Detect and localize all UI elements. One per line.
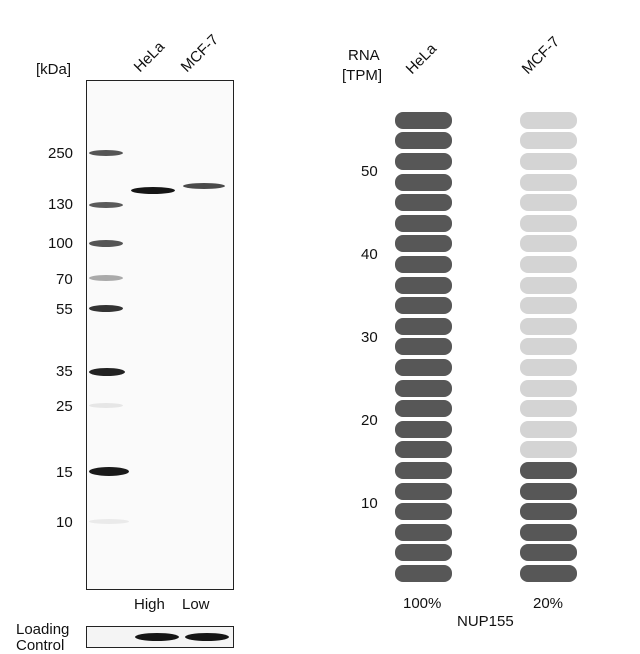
rna-tick-label: 20: [361, 412, 378, 429]
rna-segment-mcf7: [520, 565, 577, 582]
rna-segment-hela: [395, 276, 452, 294]
rna-tick-label: 40: [361, 246, 378, 263]
marker-label: 35: [56, 363, 73, 380]
marker-label: 15: [56, 464, 73, 481]
rna-segment-hela: [395, 565, 452, 582]
expression-label-low: Low: [182, 596, 210, 613]
rna-tick-label: 50: [361, 163, 378, 180]
loading-band: [185, 633, 229, 641]
rna-segment-mcf7: [520, 235, 577, 253]
rna-segment-mcf7: [520, 214, 577, 232]
rna-segment-hela: [395, 173, 452, 191]
loading-control-image: [86, 626, 234, 648]
rna-segment-hela: [395, 111, 452, 129]
ladder-band: [89, 202, 123, 208]
protein-band-mcf7: [183, 183, 225, 189]
rna-segment-hela: [395, 338, 452, 356]
rna-segment-hela: [395, 317, 452, 335]
rna-segment-mcf7: [520, 173, 577, 191]
rna-segment-hela: [395, 359, 452, 376]
gene-name: NUP155: [457, 613, 514, 630]
ladder-band: [89, 275, 123, 281]
rna-lane-label-mcf7: MCF-7: [518, 33, 564, 78]
marker-label: 250: [48, 145, 74, 162]
marker-label: 130: [48, 196, 74, 213]
rna-segment-hela: [395, 214, 452, 232]
rna-segment-hela: [395, 544, 452, 562]
rna-segment-mcf7: [520, 276, 577, 294]
marker-label: 100: [48, 235, 74, 252]
rna-segment-mcf7: [520, 194, 577, 212]
rna-percentage-mcf7: 20%: [533, 595, 564, 612]
ladder-band: [89, 240, 123, 247]
rna-segment-mcf7: [520, 523, 577, 541]
rna-segment-hela: [395, 297, 452, 315]
marker-label: 70: [56, 271, 73, 288]
expression-label-high: High: [134, 596, 165, 613]
rna-segment-mcf7: [520, 462, 577, 479]
rna-axis-label: RNA: [348, 47, 380, 64]
rna-segment-hela: [395, 153, 452, 170]
rna-segment-mcf7: [520, 379, 577, 397]
marker-label: 55: [56, 301, 73, 318]
kda-label: [kDa]: [36, 61, 72, 78]
rna-segment-hela: [395, 420, 452, 438]
ladder-band: [89, 519, 129, 524]
rna-segment-mcf7: [520, 503, 577, 521]
protein-band-hela: [131, 187, 175, 194]
rna-segment-hela: [395, 132, 452, 150]
ladder-band: [89, 403, 123, 408]
rna-segment-hela: [395, 482, 452, 500]
rna-tick-label: 30: [361, 329, 378, 346]
rna-segment-mcf7: [520, 338, 577, 356]
marker-label: 25: [56, 398, 73, 415]
rna-segment-mcf7: [520, 297, 577, 315]
rna-segment-mcf7: [520, 256, 577, 273]
rna-segment-hela: [395, 503, 452, 521]
rna-segment-mcf7: [520, 153, 577, 170]
rna-segment-hela: [395, 462, 452, 479]
rna-segment-mcf7: [520, 317, 577, 335]
loading-control-label: Control: [16, 637, 65, 654]
rna-percentage-hela: 100%: [403, 595, 442, 612]
rna-segment-hela: [395, 400, 452, 418]
rna-segment-mcf7: [520, 359, 577, 376]
rna-segment-hela: [395, 523, 452, 541]
ladder-band: [89, 368, 125, 376]
rna-segment-mcf7: [520, 132, 577, 150]
ladder-band: [89, 305, 123, 312]
blot-lane-label-mcf7: MCF-7: [177, 31, 223, 76]
rna-segment-hela: [395, 256, 452, 273]
western-blot-image: [86, 80, 234, 590]
loading-control-label: Loading: [16, 621, 70, 638]
rna-lane-label-hela: HeLa: [402, 40, 441, 78]
rna-segment-hela: [395, 441, 452, 459]
rna-segment-mcf7: [520, 544, 577, 562]
ladder-band: [89, 467, 129, 476]
rna-segment-mcf7: [520, 482, 577, 500]
loading-band: [135, 633, 179, 641]
rna-segment-mcf7: [520, 441, 577, 459]
rna-segment-mcf7: [520, 420, 577, 438]
rna-segment-mcf7: [520, 111, 577, 129]
ladder-band: [89, 150, 123, 156]
blot-lane-label-hela: HeLa: [130, 38, 169, 76]
rna-axis-label: [TPM]: [342, 67, 382, 84]
marker-label: 10: [56, 514, 73, 531]
rna-segment-hela: [395, 194, 452, 212]
rna-segment-hela: [395, 379, 452, 397]
rna-segment-mcf7: [520, 400, 577, 418]
rna-segment-hela: [395, 235, 452, 253]
rna-tick-label: 10: [361, 495, 378, 512]
